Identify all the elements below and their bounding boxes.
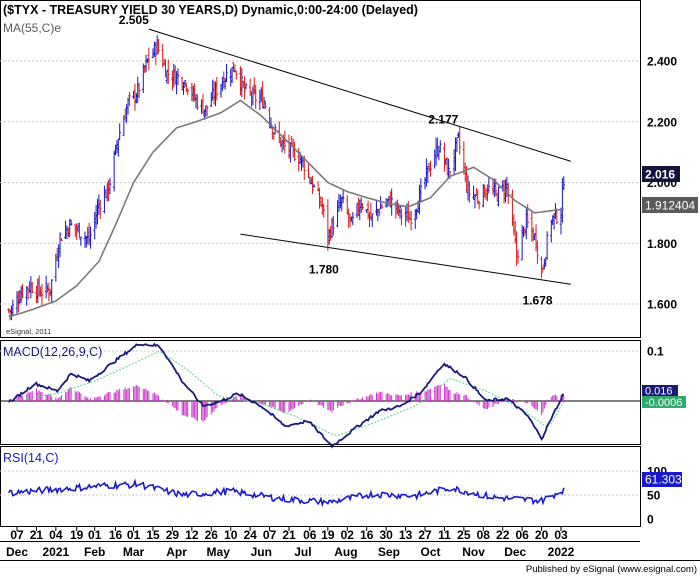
candlestick-series bbox=[7, 35, 566, 321]
x-day-label: 21 bbox=[30, 528, 44, 542]
price-annotation: 2.505 bbox=[119, 13, 149, 27]
x-day-label: 15 bbox=[146, 528, 160, 542]
x-day-label: 22 bbox=[496, 528, 510, 542]
x-day-label: 16 bbox=[109, 528, 123, 542]
signal-value-box bbox=[642, 396, 686, 408]
price-panel bbox=[0, 0, 641, 338]
rsi-tick-label: 50 bbox=[647, 489, 661, 503]
ma-55-line bbox=[8, 99, 564, 317]
price-annotation: 1.780 bbox=[309, 262, 339, 276]
x-day-label: 25 bbox=[457, 528, 471, 542]
x-day-label: 30 bbox=[379, 528, 393, 542]
signal-value: -0.0006 bbox=[645, 397, 682, 409]
x-day-label: 19 bbox=[70, 528, 84, 542]
x-month-label: 2022 bbox=[548, 545, 575, 559]
ma-value-box bbox=[642, 197, 698, 213]
x-month-label: Dec bbox=[504, 545, 526, 559]
price-annotations: 2.505 2.177 1.780 1.678 bbox=[119, 13, 553, 307]
x-day-label: 27 bbox=[418, 528, 432, 542]
price-gridlines bbox=[0, 60, 640, 305]
macd-tick-label: 0.1 bbox=[647, 345, 664, 359]
macd-histogram bbox=[8, 383, 565, 422]
macd-value: 0.016 bbox=[645, 386, 673, 398]
macd-line bbox=[7, 342, 565, 449]
x-day-label: 10 bbox=[224, 528, 238, 542]
x-day-label: 06 bbox=[303, 528, 317, 542]
macd-value-box bbox=[642, 385, 678, 396]
chart-title: ($TYX - TREASURY YIELD 30 YEARS,D) Dynam… bbox=[3, 3, 418, 17]
x-month-label: Sep bbox=[378, 545, 400, 559]
macd-title: MACD(12,26,9,C) bbox=[3, 345, 102, 359]
x-month-label: Apr bbox=[166, 545, 187, 559]
copyright-label: eSignal, 2011 bbox=[6, 327, 51, 336]
x-day-label: 01 bbox=[127, 528, 141, 542]
x-month-label: Oct bbox=[421, 545, 441, 559]
x-day-label: 06 bbox=[515, 528, 529, 542]
ma-value: 1.912404 bbox=[645, 199, 695, 213]
x-month-label: 2021 bbox=[43, 545, 70, 559]
price-tick-label: 1.800 bbox=[647, 237, 677, 251]
x-day-label: 07 bbox=[263, 528, 277, 542]
x-day-label: 29 bbox=[166, 528, 180, 542]
rsi-gridlines bbox=[0, 470, 640, 496]
x-day-label: 16 bbox=[360, 528, 374, 542]
x-month-label: Dec bbox=[6, 545, 28, 559]
last-price-value: 2.016 bbox=[645, 168, 675, 182]
macd-signal-line bbox=[8, 351, 565, 437]
trendline bbox=[240, 233, 571, 285]
x-day-label: 21 bbox=[282, 528, 296, 542]
price-annotation: 1.678 bbox=[523, 293, 553, 307]
macd-y-axis: 0.1 bbox=[647, 345, 664, 359]
x-month-label: Aug bbox=[334, 545, 357, 559]
x-day-label: 02 bbox=[341, 528, 355, 542]
price-tick-label: 2.200 bbox=[647, 115, 677, 129]
rsi-value-box bbox=[642, 472, 682, 487]
price-annotation: 2.177 bbox=[428, 113, 458, 127]
x-day-label: 07 bbox=[10, 528, 24, 542]
trendline bbox=[148, 28, 571, 162]
x-day-label: 08 bbox=[477, 528, 491, 542]
ma-legend: MA(55,C)e bbox=[3, 21, 61, 35]
x-day-label: 26 bbox=[205, 528, 219, 542]
footer-published: Published by eSignal (www.esignal.com) bbox=[526, 564, 697, 575]
trendlines bbox=[148, 28, 571, 285]
x-day-label: 20 bbox=[535, 528, 549, 542]
x-day-label: 03 bbox=[554, 528, 568, 542]
x-day-label: 11 bbox=[438, 528, 451, 542]
price-tick-label: 2.400 bbox=[647, 55, 677, 69]
rsi-tick-label: 0 bbox=[647, 513, 654, 527]
x-month-label: Feb bbox=[84, 545, 105, 559]
x-day-label: 12 bbox=[185, 528, 199, 542]
x-month-label: Mar bbox=[123, 545, 145, 559]
x-day-label: 04 bbox=[49, 528, 63, 542]
rsi-line bbox=[8, 478, 565, 508]
last-price-box bbox=[642, 166, 680, 182]
x-day-label: 01 bbox=[88, 528, 102, 542]
rsi-value: 61.303 bbox=[645, 473, 682, 487]
x-month-label: Nov bbox=[462, 545, 485, 559]
x-day-label: 24 bbox=[243, 528, 257, 542]
x-month-label: Jul bbox=[294, 545, 311, 559]
x-day-label: 13 bbox=[399, 528, 413, 542]
x-month-label: May bbox=[207, 545, 231, 559]
date-x-axis: 07 21 04 19 01 16 01 15 29 12 26 10 24 07 21 06 19 02 16 30… bbox=[6, 527, 575, 559]
x-day-label: 19 bbox=[321, 528, 335, 542]
price-tick-label: 1.600 bbox=[647, 298, 677, 312]
rsi-title: RSI(14,C) bbox=[3, 451, 59, 465]
x-month-label: Jun bbox=[251, 545, 272, 559]
